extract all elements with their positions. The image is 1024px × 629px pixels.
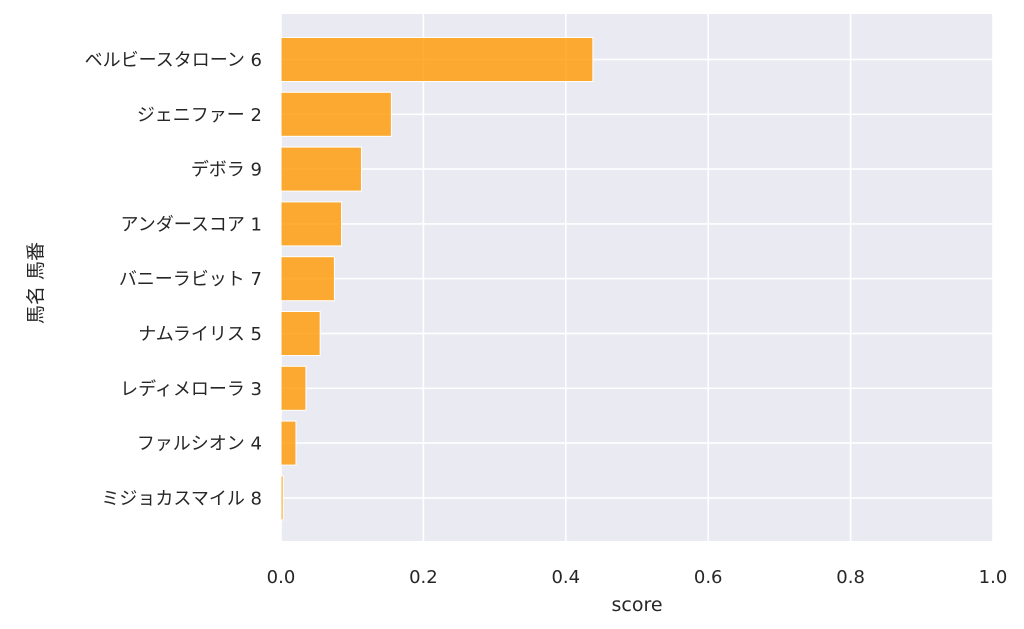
y-tick-label: バニーラビット 7 xyxy=(119,269,262,290)
y-tick-label: デボラ 9 xyxy=(191,160,262,181)
y-tick-label: ミジョカスマイル 8 xyxy=(101,488,262,509)
y-tick-label: ナムライリス 5 xyxy=(138,324,262,345)
y-tick-label: アンダースコア 1 xyxy=(120,214,262,235)
y-axis-label: 馬名 馬番 xyxy=(25,242,47,324)
y-tick-label: ベルビースタローン 6 xyxy=(85,50,262,71)
x-tick-label: 0.0 xyxy=(267,567,296,588)
bar xyxy=(280,311,321,356)
x-tick-label: 0.8 xyxy=(836,567,865,588)
bar xyxy=(280,256,335,302)
x-tick-labels: 0.0 0.2 0.4 0.6 0.8 1.0 xyxy=(267,567,1008,588)
bar xyxy=(280,475,284,521)
bar xyxy=(280,146,362,192)
y-tick-label: ジェニファー 2 xyxy=(137,105,262,126)
grid xyxy=(280,14,994,541)
bar xyxy=(280,201,343,247)
bar xyxy=(280,91,392,137)
x-tick-label: 0.4 xyxy=(551,567,580,588)
bar xyxy=(280,365,307,411)
x-tick-label: 0.2 xyxy=(409,567,438,588)
y-tick-labels: ベルビースタローン 6 ジェニファー 2 デボラ 9 アンダースコア 1 バニーラビット… xyxy=(85,50,262,509)
y-tick-label: ファルシオン 4 xyxy=(137,434,262,455)
y-tick-label: レディメローラ 3 xyxy=(120,379,262,400)
bars xyxy=(280,37,594,521)
x-tick-label: 1.0 xyxy=(979,567,1008,588)
bar xyxy=(280,420,297,466)
plot-background xyxy=(281,14,993,541)
bar xyxy=(280,37,594,82)
x-axis-label: score xyxy=(611,594,662,616)
x-tick-label: 0.6 xyxy=(694,567,723,588)
